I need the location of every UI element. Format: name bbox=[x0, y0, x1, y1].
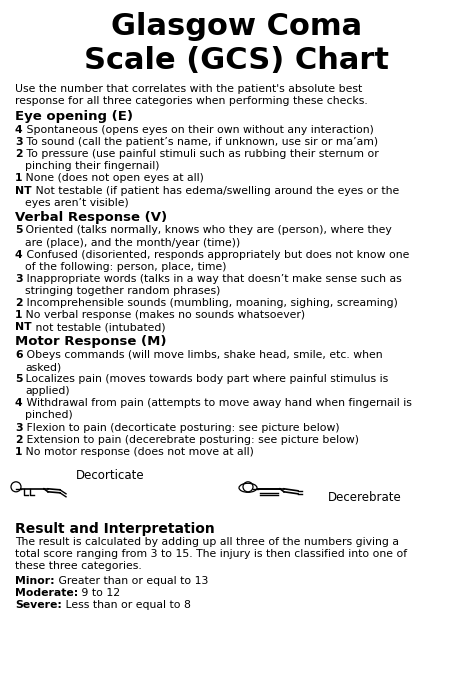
Text: Decorticate: Decorticate bbox=[76, 469, 144, 482]
Text: To sound (call the patient’s name, if unknown, use sir or ma’am): To sound (call the patient’s name, if un… bbox=[23, 137, 378, 147]
Text: 4: 4 bbox=[15, 250, 23, 260]
Text: 5: 5 bbox=[15, 225, 22, 236]
Text: 3: 3 bbox=[15, 137, 23, 147]
Text: Extension to pain (decerebrate posturing: see picture below): Extension to pain (decerebrate posturing… bbox=[23, 435, 359, 445]
Text: Moderate:: Moderate: bbox=[15, 588, 78, 598]
Text: Scale (GCS) Chart: Scale (GCS) Chart bbox=[84, 46, 390, 75]
Text: 3: 3 bbox=[15, 274, 23, 284]
Text: 3: 3 bbox=[15, 423, 23, 433]
Text: stringing together random phrases): stringing together random phrases) bbox=[25, 286, 220, 296]
Text: 5: 5 bbox=[15, 374, 22, 384]
Text: total score ranging from 3 to 15. The injury is then classified into one of: total score ranging from 3 to 15. The in… bbox=[15, 549, 407, 559]
Text: 2: 2 bbox=[15, 298, 23, 308]
Text: Greater than or equal to 13: Greater than or equal to 13 bbox=[55, 575, 208, 586]
Text: Severe:: Severe: bbox=[15, 600, 62, 610]
Text: Motor Response (M): Motor Response (M) bbox=[15, 335, 166, 348]
Text: applied): applied) bbox=[25, 386, 70, 396]
Text: NT: NT bbox=[15, 186, 32, 196]
Text: not testable (intubated): not testable (intubated) bbox=[32, 322, 165, 332]
Text: asked): asked) bbox=[25, 362, 61, 372]
Text: Obeys commands (will move limbs, shake head, smile, etc. when: Obeys commands (will move limbs, shake h… bbox=[23, 350, 382, 360]
Text: Confused (disoriented, responds appropriately but does not know one: Confused (disoriented, responds appropri… bbox=[23, 250, 409, 260]
Text: None (does not open eyes at all): None (does not open eyes at all) bbox=[22, 174, 204, 184]
Text: Oriented (talks normally, knows who they are (person), where they: Oriented (talks normally, knows who they… bbox=[22, 225, 392, 236]
Text: eyes aren’t visible): eyes aren’t visible) bbox=[25, 198, 129, 208]
Text: Glasgow Coma: Glasgow Coma bbox=[111, 12, 363, 41]
Text: To pressure (use painful stimuli such as rubbing their sternum or: To pressure (use painful stimuli such as… bbox=[23, 149, 378, 160]
Text: Less than or equal to 8: Less than or equal to 8 bbox=[62, 600, 191, 610]
Text: 1: 1 bbox=[15, 310, 22, 320]
Text: these three categories.: these three categories. bbox=[15, 561, 142, 571]
Text: pinching their fingernail): pinching their fingernail) bbox=[25, 162, 159, 172]
Text: Incomprehensible sounds (mumbling, moaning, sighing, screaming): Incomprehensible sounds (mumbling, moani… bbox=[23, 298, 398, 308]
Text: Minor:: Minor: bbox=[15, 575, 55, 586]
Text: 6: 6 bbox=[15, 350, 23, 360]
Text: Eye opening (E): Eye opening (E) bbox=[15, 110, 133, 123]
Text: Inappropriate words (talks in a way that doesn’t make sense such as: Inappropriate words (talks in a way that… bbox=[23, 274, 401, 284]
Text: No verbal response (makes no sounds whatsoever): No verbal response (makes no sounds what… bbox=[22, 310, 306, 320]
Text: Not testable (if patient has edema/swelling around the eyes or the: Not testable (if patient has edema/swell… bbox=[32, 186, 399, 196]
Text: Decerebrate: Decerebrate bbox=[328, 491, 402, 504]
Text: 1: 1 bbox=[15, 174, 22, 184]
Text: 1: 1 bbox=[15, 447, 22, 457]
Text: 4: 4 bbox=[15, 398, 23, 409]
Text: of the following: person, place, time): of the following: person, place, time) bbox=[25, 262, 227, 272]
Text: 4: 4 bbox=[15, 125, 23, 135]
Text: Result and Interpretation: Result and Interpretation bbox=[15, 522, 215, 536]
Text: Withdrawal from pain (attempts to move away hand when fingernail is: Withdrawal from pain (attempts to move a… bbox=[23, 398, 411, 409]
Text: pinched): pinched) bbox=[25, 411, 73, 421]
Text: Use the number that correlates with the patient's absolute best: Use the number that correlates with the … bbox=[15, 84, 362, 94]
Text: Localizes pain (moves towards body part where painful stimulus is: Localizes pain (moves towards body part … bbox=[22, 374, 389, 384]
Text: Flexion to pain (decorticate posturing: see picture below): Flexion to pain (decorticate posturing: … bbox=[23, 423, 339, 433]
Text: The result is calculated by adding up all three of the numbers giving a: The result is calculated by adding up al… bbox=[15, 537, 399, 547]
Text: No motor response (does not move at all): No motor response (does not move at all) bbox=[22, 447, 255, 457]
Text: 9 to 12: 9 to 12 bbox=[78, 588, 120, 598]
Text: response for all three categories when performing these checks.: response for all three categories when p… bbox=[15, 96, 368, 106]
Text: 2: 2 bbox=[15, 149, 23, 160]
Text: 2: 2 bbox=[15, 435, 23, 445]
Text: are (place), and the month/year (time)): are (place), and the month/year (time)) bbox=[25, 238, 240, 248]
Text: NT: NT bbox=[15, 322, 32, 332]
Text: Spontaneous (opens eyes on their own without any interaction): Spontaneous (opens eyes on their own wit… bbox=[23, 125, 374, 135]
Text: Verbal Response (V): Verbal Response (V) bbox=[15, 211, 167, 223]
